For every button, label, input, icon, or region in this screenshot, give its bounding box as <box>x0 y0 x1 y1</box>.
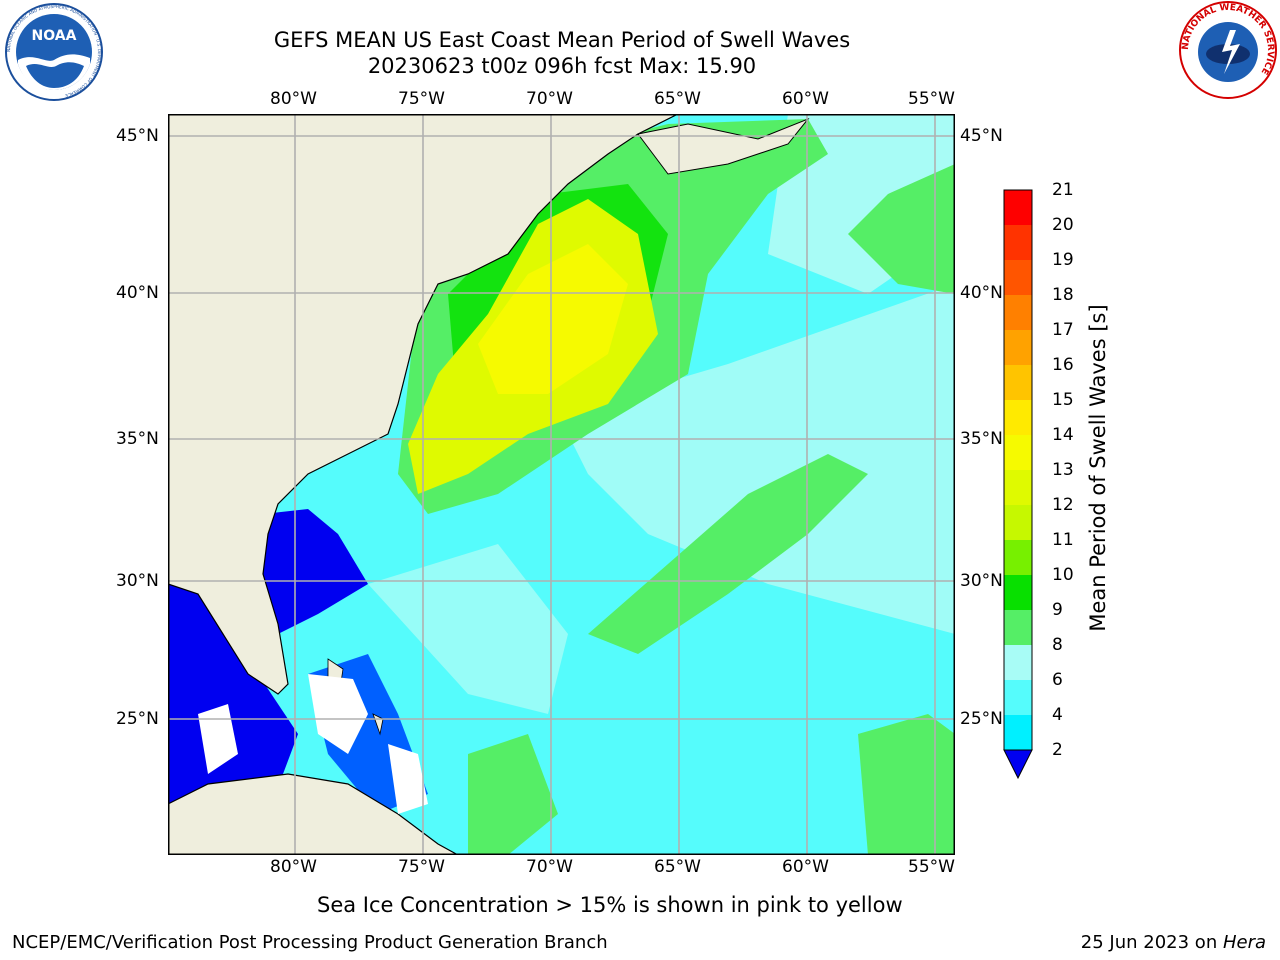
colorbar-tick-label: 14 <box>1052 425 1074 445</box>
lon-label-bottom: 80°W <box>270 857 317 877</box>
lat-label-right: 45°N <box>960 126 1003 146</box>
colorbar-band <box>1004 470 1032 505</box>
lat-label-right: 40°N <box>960 283 1003 303</box>
lat-label-left: 25°N <box>116 709 159 729</box>
colorbar-band <box>1004 610 1032 645</box>
noaa-logo-text: NOAA <box>32 28 77 44</box>
lon-label-bottom: 60°W <box>782 857 829 877</box>
colorbar-band <box>1004 330 1032 365</box>
colorbar-label: Mean Period of Swell Waves [s] <box>1086 304 1110 632</box>
map-title: GEFS MEAN US East Coast Mean Period of S… <box>273 28 851 52</box>
colorbar-tick-label: 20 <box>1052 215 1074 235</box>
lon-label-top: 55°W <box>908 89 955 109</box>
colorbar-band <box>1004 505 1032 540</box>
colorbar-band <box>1004 400 1032 435</box>
map-subtitle: 20230623 t00z 096h fcst Max: 15.90 <box>367 54 757 78</box>
colorbar-band <box>1004 295 1032 330</box>
lon-label-bottom: 75°W <box>398 857 445 877</box>
land-nova-scotia <box>637 117 810 175</box>
colorbar-tick-label: 16 <box>1052 355 1074 375</box>
colorbar-tick-label: 18 <box>1052 285 1074 305</box>
graticule <box>168 114 955 855</box>
colorbar-tick-label: 19 <box>1052 250 1074 270</box>
colorbar-tick-label: 2 <box>1052 740 1063 760</box>
lat-label-left: 45°N <box>116 126 159 146</box>
colorbar-band <box>1004 365 1032 400</box>
colorbar-band <box>1004 715 1032 750</box>
colorbar-band <box>1004 260 1032 295</box>
colorbar-tick-label: 8 <box>1052 635 1063 655</box>
colorbar <box>1000 188 1040 788</box>
footer-machine: Hera <box>1222 932 1266 953</box>
lon-label-top: 65°W <box>654 89 701 109</box>
footer-branch: NCEP/EMC/Verification Post Processing Pr… <box>12 932 608 953</box>
colorbar-tick-label: 17 <box>1052 320 1074 340</box>
lat-label-left: 40°N <box>116 283 159 303</box>
footer-date-text: 25 Jun 2023 on <box>1080 932 1223 953</box>
colorbar-tick-label: 10 <box>1052 565 1074 585</box>
colorbar-tick-label: 12 <box>1052 495 1074 515</box>
lat-label-left: 30°N <box>116 571 159 591</box>
lon-label-bottom: 55°W <box>908 857 955 877</box>
lon-label-bottom: 65°W <box>654 857 701 877</box>
colorbar-extend-low <box>1003 749 1033 780</box>
noaa-logo: NOAA NATIONAL OCEANIC AND ATMOSPHERIC AD… <box>4 2 104 102</box>
colorbar-tick-label: 11 <box>1052 530 1074 550</box>
lon-label-top: 60°W <box>782 89 829 109</box>
colorbar-label-wrap: Mean Period of Swell Waves [s] <box>1084 168 1114 768</box>
colorbar-ticks: 21 20 19 18 17 16 15 14 13 12 11 10 9 8 6 4 2 <box>1052 180 1092 780</box>
lon-label-top: 80°W <box>270 89 317 109</box>
colorbar-band <box>1004 225 1032 260</box>
colorbar-band <box>1004 575 1032 610</box>
lat-label-right: 35°N <box>960 429 1003 449</box>
lat-label-left: 35°N <box>116 429 159 449</box>
colorbar-band <box>1004 680 1032 715</box>
colorbar-tick-label: 13 <box>1052 460 1074 480</box>
lon-label-top: 75°W <box>398 89 445 109</box>
colorbar-band <box>1004 435 1032 470</box>
colorbar-tick-label: 21 <box>1052 180 1074 200</box>
lon-label-bottom: 70°W <box>526 857 573 877</box>
colorbar-tick-label: 4 <box>1052 705 1063 725</box>
colorbar-tick-label: 6 <box>1052 670 1063 690</box>
footer-date: 25 Jun 2023 on Hera <box>1081 932 1266 954</box>
colorbar-band <box>1004 540 1032 575</box>
colorbar-band <box>1004 190 1032 225</box>
lat-label-right: 30°N <box>960 571 1003 591</box>
colorbar-tick-label: 15 <box>1052 390 1074 410</box>
lat-label-right: 25°N <box>960 709 1003 729</box>
colorbar-band <box>1004 645 1032 680</box>
nws-logo: NATIONAL WEATHER SERVICE <box>1178 0 1278 100</box>
sea-ice-caption: Sea Ice Concentration > 15% is shown in … <box>317 893 903 917</box>
colorbar-tick-label: 9 <box>1052 600 1063 620</box>
lon-label-top: 70°W <box>526 89 573 109</box>
map-panel <box>167 113 955 856</box>
